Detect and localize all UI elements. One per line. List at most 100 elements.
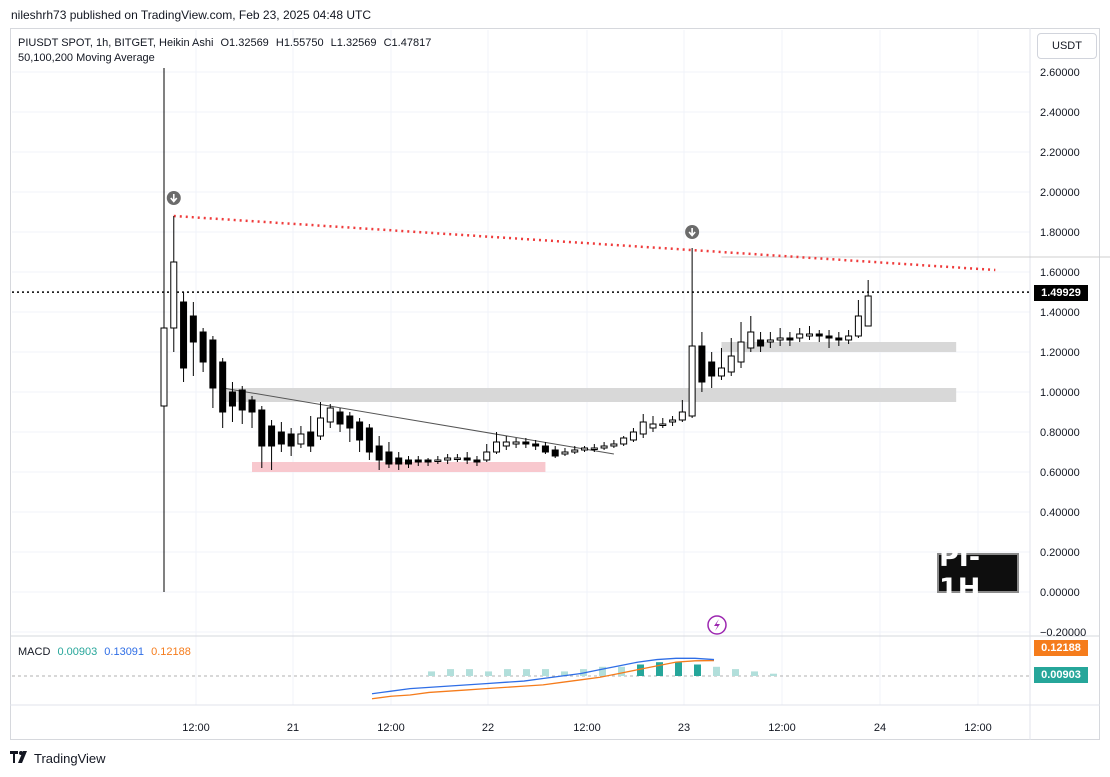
- candle-bull: [717, 367, 725, 377]
- macd-histogram-bar: [751, 671, 758, 676]
- candle-bear: [424, 459, 432, 463]
- y-tick-label: 0.80000: [1040, 427, 1080, 439]
- candle-bull: [766, 339, 774, 343]
- y-tick-label: 1.80000: [1040, 227, 1080, 239]
- candle-bull: [639, 421, 647, 435]
- grid: [10, 28, 1100, 740]
- trend-lines: [12, 214, 1110, 455]
- macd-histogram-bar: [466, 669, 473, 676]
- candle-bear: [835, 337, 843, 341]
- candles: [160, 68, 872, 592]
- candle-bear: [209, 339, 217, 389]
- macd-histogram-bar: [713, 666, 720, 676]
- legend-open: O1.32569: [220, 37, 269, 49]
- candle-bear: [757, 339, 765, 347]
- currency-button[interactable]: USDT: [1037, 33, 1097, 59]
- candle-bear: [698, 345, 706, 383]
- candle-bull: [805, 333, 813, 337]
- macd-line-value: 0.13091: [104, 646, 145, 658]
- macd-histogram-bar: [542, 669, 549, 676]
- resistance-line: [173, 214, 996, 272]
- y-tick-label: 2.20000: [1040, 147, 1080, 159]
- chart-legend: PIUSDT SPOT, 1h, BITGET, Heikin Ashi O1.…: [18, 36, 435, 66]
- candle-bear: [238, 389, 246, 411]
- y-tick-label: 0.40000: [1040, 507, 1080, 519]
- legend-ma[interactable]: 50,100,200 Moving Average: [18, 52, 155, 64]
- candle-bull: [571, 449, 579, 453]
- candle-bull: [669, 419, 677, 423]
- candle-bear: [268, 425, 276, 447]
- candle-bear: [532, 443, 540, 447]
- y-axis: 2.60000 2.40000 2.20000 2.00000 1.80000 1.600…: [1040, 67, 1086, 639]
- candle-bull: [678, 411, 686, 421]
- macd-histogram-bar: [561, 671, 568, 676]
- candle-bull: [600, 445, 608, 449]
- macd-hist-value: 0.00903: [57, 646, 98, 658]
- candle-bear: [786, 337, 794, 341]
- candle-bear: [228, 391, 236, 407]
- macd-histogram-bar: [732, 669, 739, 676]
- legend-symbol[interactable]: PIUSDT SPOT, 1h, BITGET, Heikin Ashi: [18, 37, 214, 49]
- publish-info: nileshrh73 published on TradingView.com,…: [11, 8, 372, 22]
- footer-brand-label: TradingView: [34, 750, 106, 766]
- candle-bear: [414, 459, 422, 463]
- candle-bull: [453, 457, 461, 460]
- arrow-down-icon: [166, 191, 181, 205]
- legend-low: L1.32569: [330, 37, 377, 49]
- candle-bull: [590, 447, 598, 450]
- y-tick-label: 2.60000: [1040, 67, 1080, 79]
- x-tick-label: 12:00: [768, 722, 796, 734]
- candle-bear: [356, 421, 364, 441]
- macd-histogram-bar: [504, 669, 511, 676]
- candle-bull: [160, 327, 168, 407]
- y-tick-label: 2.40000: [1040, 107, 1080, 119]
- y-tick-label: 1.00000: [1040, 387, 1080, 399]
- arrow-down-icon: [685, 225, 700, 239]
- macd-histogram-bar: [428, 671, 435, 676]
- candle-bear: [189, 315, 197, 343]
- candle-bull: [864, 295, 872, 327]
- candle-bull: [561, 451, 569, 455]
- candle-bull: [845, 335, 853, 341]
- chart-frame: [10, 28, 1100, 740]
- tradingview-logo-icon: [10, 750, 30, 766]
- y-tick-label: 0.20000: [1040, 547, 1080, 559]
- candle-bear: [551, 449, 559, 457]
- macd-label[interactable]: MACD: [18, 646, 51, 658]
- support-zone-high: [721, 342, 957, 352]
- candle-bear: [385, 451, 393, 465]
- macd-hist-tag: 0.00903: [1034, 667, 1088, 683]
- macd-signal-tag: 0.12188: [1034, 640, 1088, 656]
- candle-bear: [277, 431, 285, 445]
- candle-bear: [180, 301, 188, 369]
- candle-bear: [541, 445, 549, 453]
- candle-bull: [581, 447, 589, 451]
- x-tick-label: 23: [678, 722, 690, 734]
- y-tick-label: 0.60000: [1040, 467, 1080, 479]
- macd-legend: MACD 0.00903 0.13091 0.12188: [18, 646, 195, 658]
- legend-close: C1.47817: [383, 37, 432, 49]
- candle-bull: [316, 417, 324, 437]
- candle-bear: [395, 457, 403, 465]
- macd-histogram-bar: [770, 673, 777, 676]
- macd-histogram-bar: [618, 666, 625, 676]
- candle-bull: [610, 443, 618, 447]
- markers: [166, 191, 727, 635]
- x-tick-label: 12:00: [182, 722, 210, 734]
- macd-histogram-bar: [485, 671, 492, 676]
- alert-bolt: [714, 619, 720, 631]
- support-zone-mid: [222, 388, 957, 402]
- candle-bear: [708, 361, 716, 377]
- candle-bull: [796, 333, 804, 339]
- lightning-alert-icon: [707, 615, 727, 635]
- candle-bull: [620, 437, 628, 445]
- y-tick-label: 1.20000: [1040, 347, 1080, 359]
- candle-bull: [776, 337, 784, 341]
- x-axis: 12:00 21 12:00 22 12:00 23 12:00 24 12:00: [182, 722, 992, 734]
- macd-histogram-bar: [447, 669, 454, 676]
- candle-bear: [287, 433, 295, 447]
- footer-brand[interactable]: TradingView: [10, 750, 106, 766]
- arrow-down-glyph: [170, 194, 178, 203]
- y-tick-label: 1.60000: [1040, 267, 1080, 279]
